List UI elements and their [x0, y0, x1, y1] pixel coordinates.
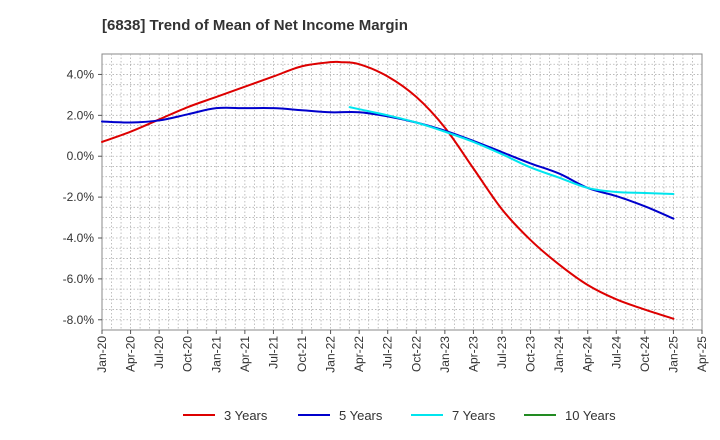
x-tick-label: Oct-22 [409, 336, 423, 372]
x-tick-label: Jul-23 [495, 336, 509, 369]
y-tick-label: -4.0% [63, 231, 95, 245]
series-lines [101, 60, 675, 320]
x-tick-label: Apr-25 [695, 336, 709, 372]
series-line-5-years [101, 106, 675, 220]
x-tick-label: Jul-22 [381, 336, 395, 369]
y-tick-label: 2.0% [67, 108, 95, 122]
x-axis-ticks: Jan-20 Apr-20 Jul-20 Oct-20 Jan-21 Apr-21 Jul-… [95, 330, 709, 373]
x-tick-label: Apr-23 [466, 336, 480, 372]
x-tick-label: Apr-24 [581, 336, 595, 372]
x-tick-label: Oct-20 [181, 336, 195, 372]
y-tick-label: -8.0% [63, 313, 95, 327]
x-tick-label: Oct-23 [524, 336, 538, 372]
x-tick-label: Jan-20 [95, 336, 109, 373]
y-tick-label: -2.0% [63, 190, 95, 204]
series-line-7-years [348, 106, 675, 196]
legend-label-3-years: 3 Years [224, 408, 268, 423]
x-tick-label: Jan-22 [324, 336, 338, 373]
x-tick-label: Apr-20 [124, 336, 138, 372]
legend-label-10-years: 10 Years [565, 408, 616, 423]
x-tick-label: Jul-20 [152, 336, 166, 369]
series-line-3-years [101, 60, 675, 320]
x-tick-label: Apr-21 [238, 336, 252, 372]
legend-label-5-years: 5 Years [339, 408, 383, 423]
x-tick-label: Apr-22 [352, 336, 366, 372]
x-tick-label: Oct-24 [638, 336, 652, 372]
x-tick-label: Jul-24 [609, 336, 623, 369]
legend: 3 Years 5 Years 7 Years 10 Years [183, 408, 616, 423]
x-tick-label: Jan-23 [438, 336, 452, 373]
x-tick-label: Jul-21 [266, 336, 280, 369]
x-tick-label: Jan-21 [209, 336, 223, 373]
y-tick-label: -6.0% [63, 272, 95, 286]
x-tick-label: Oct-21 [295, 336, 309, 372]
x-tick-label: Jan-25 [666, 336, 680, 373]
y-tick-label: 4.0% [67, 67, 95, 81]
legend-label-7-years: 7 Years [452, 408, 496, 423]
chart-title: [6838] Trend of Mean of Net Income Margi… [102, 17, 408, 34]
x-tick-label: Jan-24 [552, 336, 566, 373]
y-axis-ticks: 4.0% 2.0% 0.0% -2.0% -4.0% -6.0% -8.0% [63, 67, 102, 327]
y-tick-label: 0.0% [67, 149, 95, 163]
